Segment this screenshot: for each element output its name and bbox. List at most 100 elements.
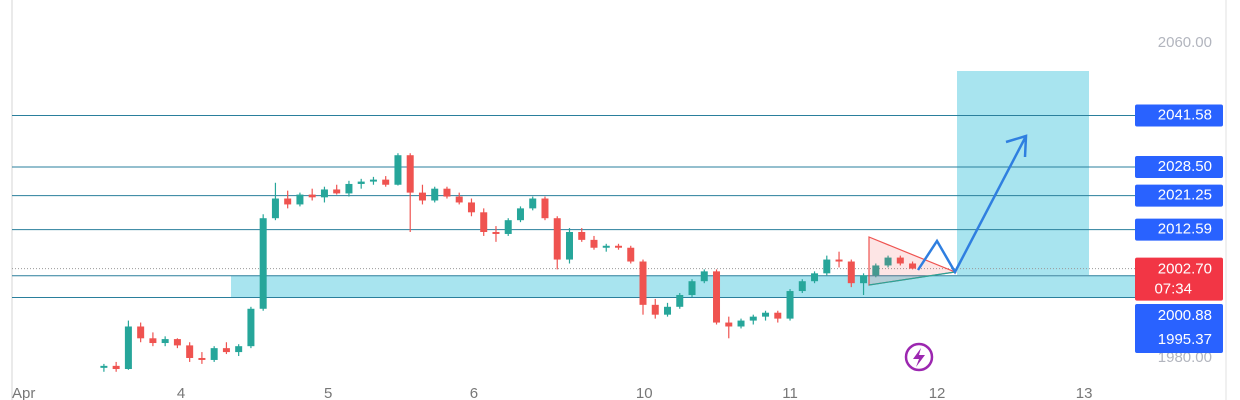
candle-body [688,281,696,295]
candle-body [333,189,341,194]
level-label-box [1135,304,1223,353]
candle-body [516,208,524,221]
candle-body [627,247,635,262]
candle-body [173,339,181,346]
level-label-box [1135,218,1223,241]
candle-body [259,218,267,309]
candle-body [455,196,463,203]
candle-body [664,306,672,315]
candle-body [823,259,831,274]
candle-body [725,322,733,327]
candle-body [480,212,488,232]
candle-body [369,179,377,182]
candle-body [847,261,855,284]
candle-body [615,245,622,248]
candle-body [835,259,843,262]
candle-body [492,231,500,234]
x-tick-label: 6 [470,385,478,400]
candle-body [565,231,573,260]
candle-body [320,189,328,198]
candle-body [651,304,659,315]
candle-body [247,308,255,347]
candle-body [676,294,684,307]
candle-body [284,198,292,205]
candle-body [222,348,230,353]
candle-body [112,365,120,370]
candle-body [296,194,304,205]
candle-body [553,218,561,260]
candle-body [896,257,904,264]
candle-body [798,281,806,292]
candle-body [124,326,132,370]
triangle-base [868,271,956,286]
candle-body [382,179,390,185]
y-tick-label: 2060.00 [1158,34,1212,51]
candle-body [443,188,451,197]
level-label-box [1135,104,1223,127]
arrow-head [1005,134,1028,158]
x-tick-label: Apr [12,385,35,400]
last-price-box [1135,257,1223,301]
level-label: 2041.58 [1158,106,1212,123]
target-box [957,71,1089,275]
candle-body [713,271,721,323]
alert-bolt [913,348,925,367]
level-label: 1995.37 [1158,331,1212,348]
candle-body [235,346,243,353]
candle-body [786,291,794,319]
demand-zone [231,275,1135,298]
axes: 2060.00 1980.00 Apr 4 5 6 10 11 12 13 2041.58 2028.… [12,34,1223,400]
x-tick-label: 10 [636,385,653,400]
x-tick-label: 11 [782,385,798,400]
x-tick-label: 12 [929,385,946,400]
candle-body [100,365,108,368]
candle-body [504,220,512,234]
candle-body [884,257,892,266]
candle-body [271,198,279,219]
candle-body [394,155,402,185]
alert-icon [904,342,934,372]
candle-body [774,312,782,319]
candle-body [137,326,145,339]
candles [100,153,917,372]
candle-body [872,265,880,276]
candle-body [149,338,157,344]
candle-body [639,261,647,305]
candle-body [749,316,757,321]
x-tick-label: 5 [324,385,332,400]
candle-body [700,271,708,282]
level-label: 2028.50 [1158,158,1212,175]
candle-body [762,312,770,317]
level-label-box [1135,156,1223,179]
last-price-label: 2002.70 [1158,261,1212,278]
candle-body [467,202,475,213]
candle-body [541,198,549,219]
level-label: 2021.25 [1158,187,1212,204]
candle-body [198,357,206,360]
candle-body [909,263,917,269]
zones [231,275,1135,298]
candle-body [431,188,439,201]
candle-body [602,245,610,248]
candle-body [529,198,537,209]
y-tick-label: 1980.00 [1158,349,1212,366]
x-tick-label: 4 [177,385,185,400]
candle-body [590,239,598,248]
candle-body [578,231,586,240]
level-label-box [1135,184,1223,207]
candle-body [161,339,169,344]
countdown-label: 07:34 [1154,281,1192,298]
projection-arrow [916,137,1027,275]
candle-body [860,275,868,284]
x-tick-label: 13 [1076,385,1093,400]
level-label: 2012.59 [1158,221,1212,238]
candle-body [811,273,819,282]
candle-body [186,345,194,358]
candle-body [308,194,316,198]
candle-body [737,320,745,327]
candle-body [406,155,414,193]
level-label: 2000.88 [1158,307,1212,324]
levels [12,115,1135,298]
candle-body [418,192,426,201]
